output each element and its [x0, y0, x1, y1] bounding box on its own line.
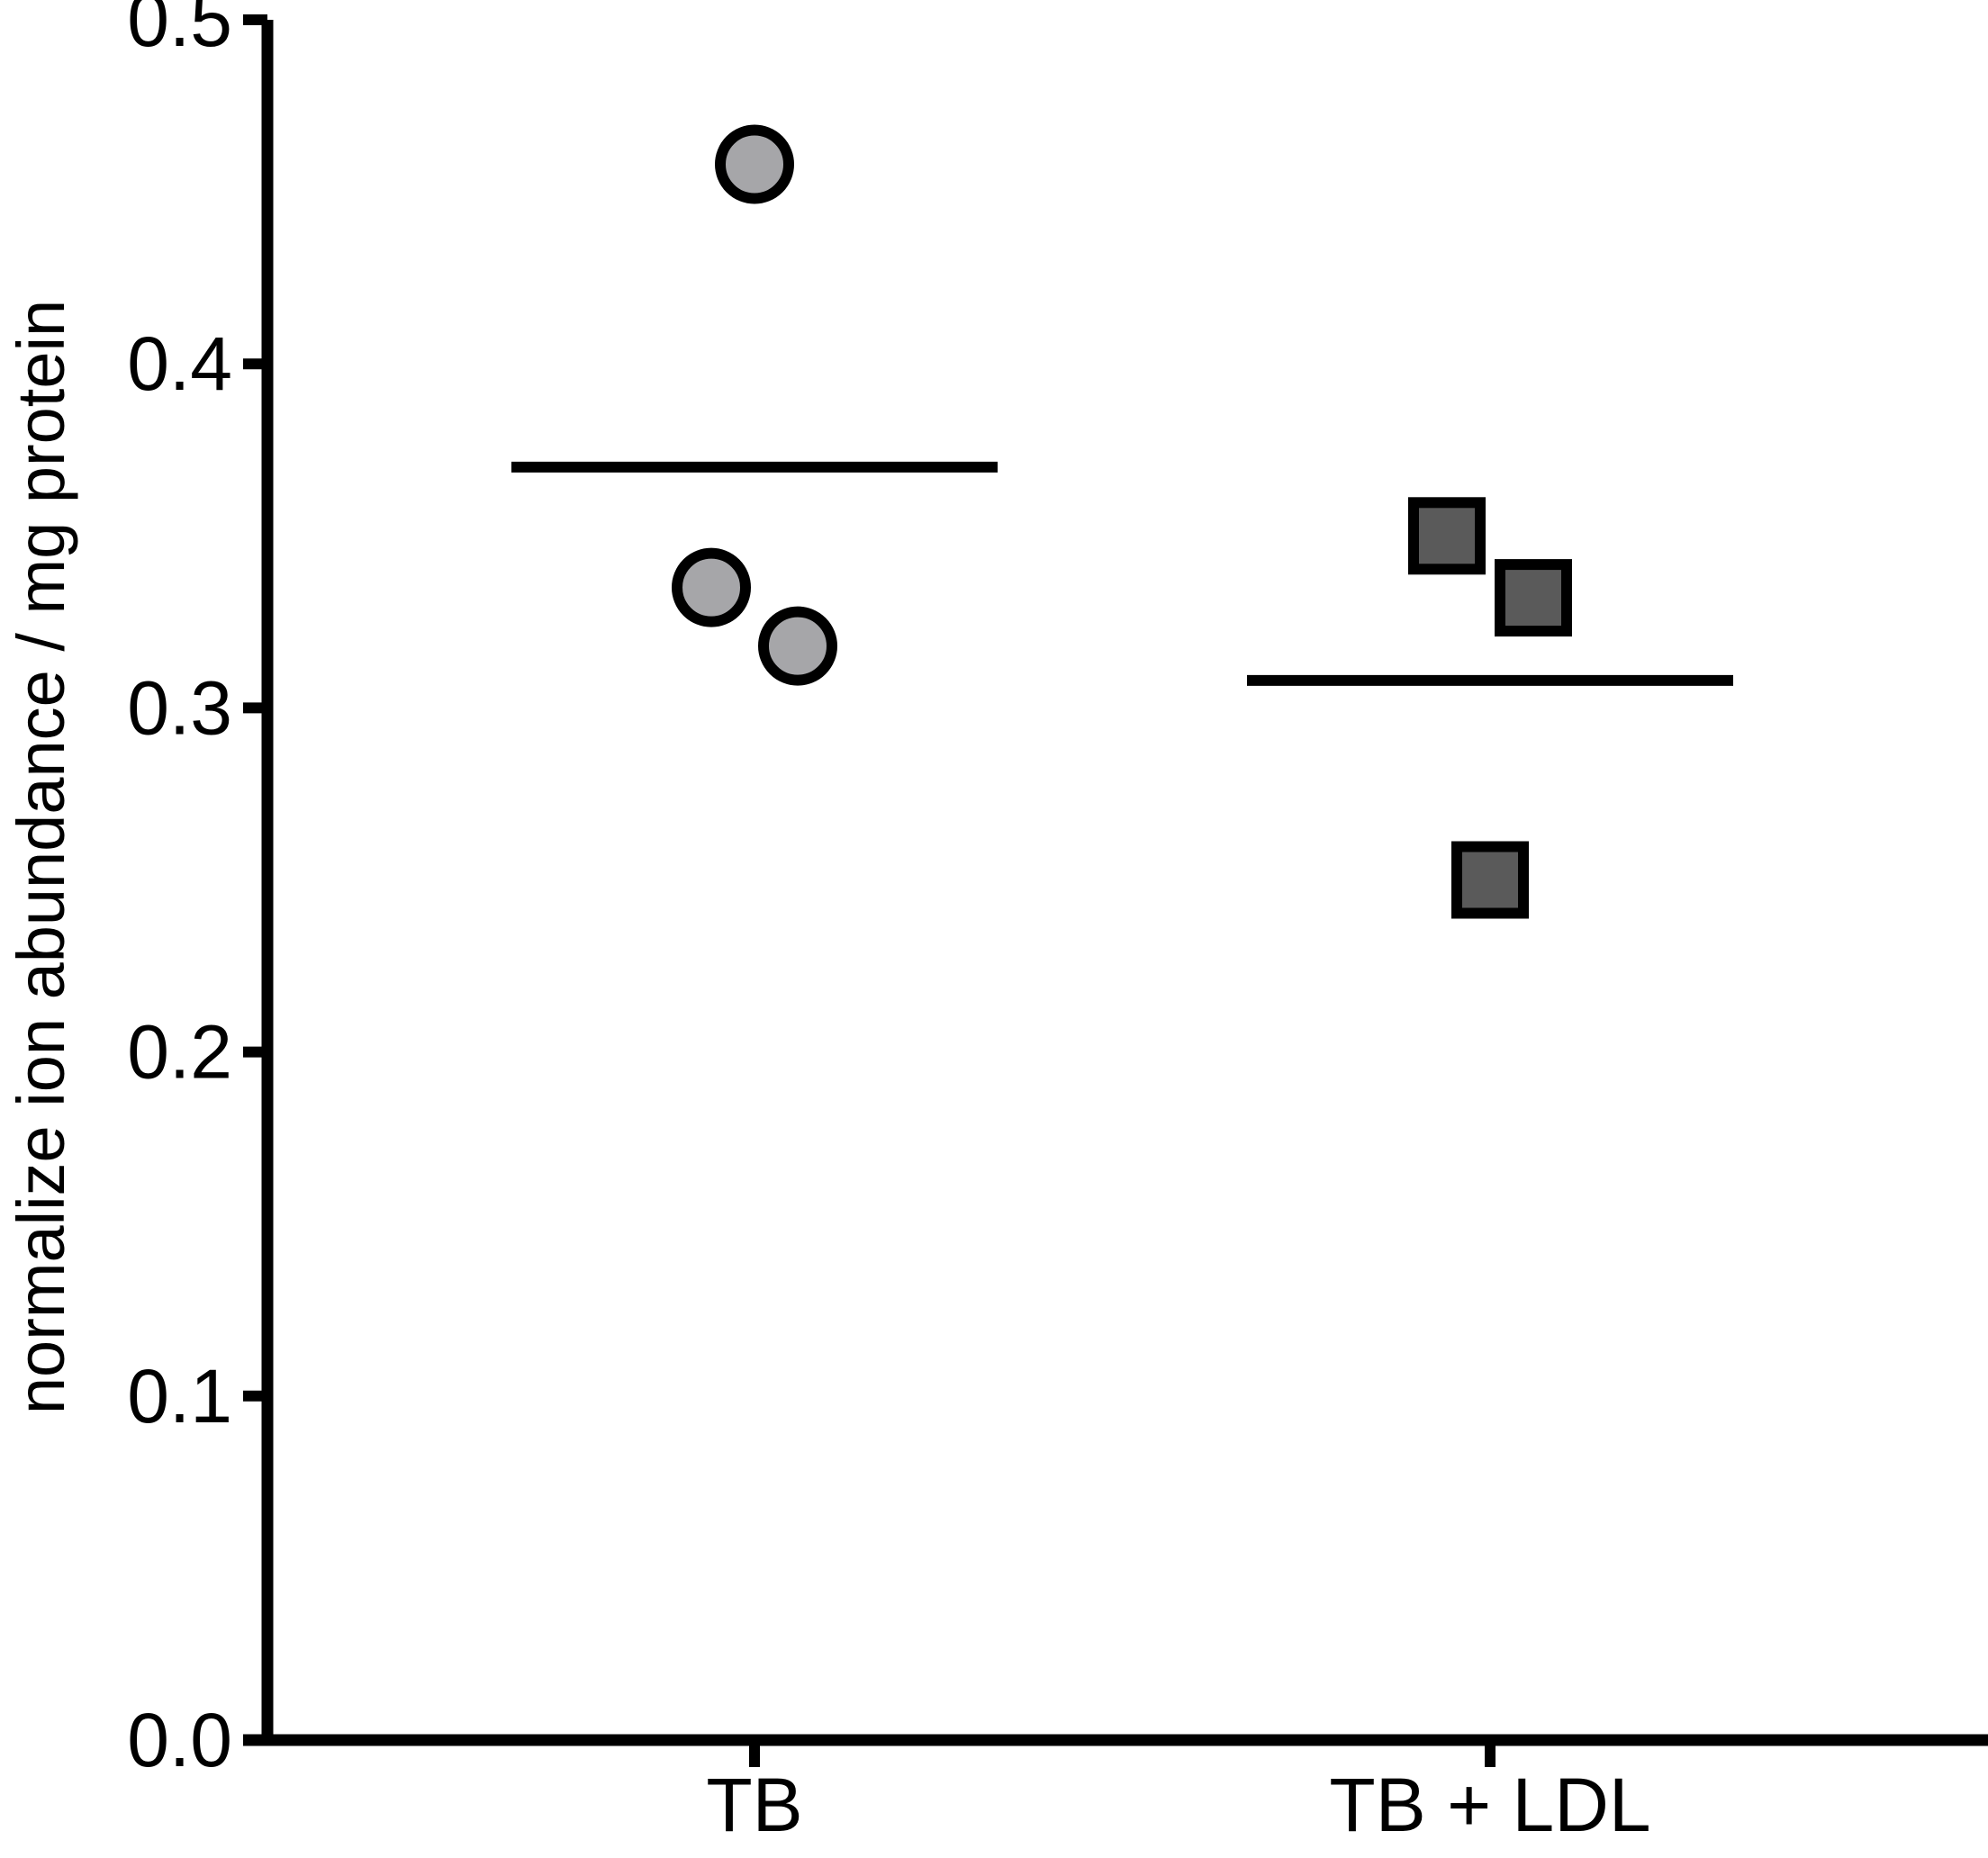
y-tick-label: 0.0 — [127, 1698, 232, 1782]
y-tick-label: 0.1 — [127, 1354, 232, 1439]
data-point — [1451, 841, 1529, 919]
data-point — [758, 606, 837, 686]
data-point — [715, 124, 794, 204]
data-point — [1408, 497, 1486, 575]
x-tick-label: TB — [706, 1763, 802, 1847]
y-tick-label: 0.5 — [127, 0, 232, 62]
axes-layer — [243, 20, 1988, 1746]
y-ticks: 0.0 0.1 0.2 0.3 0.4 0.5 — [127, 0, 267, 1782]
y-axis-title: normalize ion abundance / mg protein — [4, 300, 78, 1414]
x-tick-label: TB + LDL — [1329, 1763, 1650, 1847]
x-ticks: TB TB + LDL — [706, 1740, 1651, 1847]
y-tick-label: 0.4 — [127, 321, 232, 406]
y-tick-label: 0.2 — [127, 1010, 232, 1095]
data-point — [1495, 559, 1572, 637]
data-marks — [511, 124, 1733, 919]
y-tick-label: 0.3 — [127, 665, 232, 750]
data-point — [672, 547, 751, 627]
